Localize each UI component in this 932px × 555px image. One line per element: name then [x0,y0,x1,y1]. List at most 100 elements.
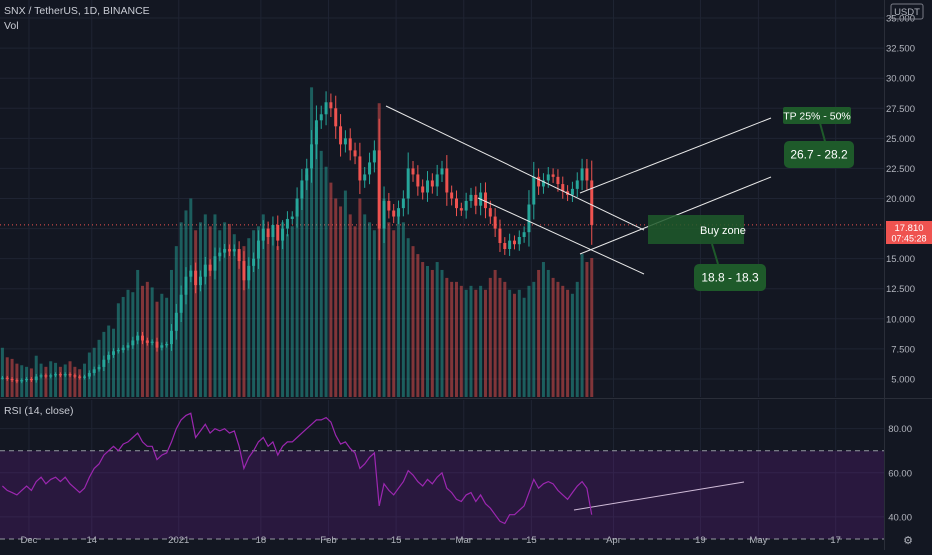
candle-body [377,150,381,229]
candle-body [290,216,294,219]
candle-body [266,228,270,237]
volume-bar [0,347,4,397]
candle-body [54,374,58,376]
volume-bar [319,150,323,397]
channel-upper-up [579,117,772,194]
currency-badge[interactable]: USDT [894,7,920,18]
candle-body [445,168,449,193]
volume-bar [430,269,434,397]
volume-bar [261,214,265,397]
volume-bar [203,214,207,397]
candle-body [570,188,574,195]
volume-bar [392,230,396,397]
volume-bar [454,281,458,397]
trend-lines: TP 25% - 50% 26.7 - 28.2 Buy zone 18.8 -… [385,105,854,511]
candle-body [314,120,318,145]
volume-bar [459,285,463,397]
volume-bar [83,363,87,397]
x-tick-label: Apr [606,535,621,546]
candle-body [73,375,77,377]
candle-body [58,374,62,376]
volume-bar [58,366,62,397]
volume-bar [575,281,579,397]
x-tick-label: 17 [830,535,841,546]
volume-bar [44,366,48,397]
volume-bar [474,289,478,397]
y-tick-label: 20.000 [886,194,915,205]
candle-body [189,270,193,277]
x-tick-label: 19 [695,535,706,546]
volume-bar [426,265,430,397]
candle-body [15,380,19,382]
y-tick-label: 30.000 [886,74,915,85]
y-tick-label: 25.000 [886,134,915,145]
rsi-legend[interactable]: RSI (14, close) [4,405,74,417]
candle-body [580,168,584,181]
volume-bar [29,368,33,397]
candle-body [421,186,425,193]
volume-bar [227,223,231,397]
candle-body [295,198,299,217]
volume-bar [445,277,449,397]
candle-body [397,208,401,217]
candle-body [39,375,43,377]
x-tick-label: Mar [456,535,472,546]
volume-legend[interactable]: Vol [4,20,19,32]
volume-bar [570,293,574,397]
candle-body [0,377,4,379]
candle-body [585,168,589,181]
candle-body [29,378,33,381]
volume-bar [256,226,260,397]
candle-body [348,138,352,151]
x-tick-label: 14 [86,535,97,546]
volume-bar [483,289,487,397]
candle-body [285,218,289,229]
buy-zone-text: Buy zone [700,225,746,237]
candle-body [232,249,236,252]
candle-body [517,236,521,245]
volume-bar [469,285,473,397]
candle-body [469,194,473,201]
target-range-box [784,141,854,168]
volume-bar [401,222,405,397]
volume-bar [290,226,294,397]
candles [0,91,594,384]
candle-body [426,180,430,193]
candle-body [116,350,120,352]
volume-bar [522,297,526,397]
last-price-value: 17.810 [894,223,923,234]
candle-body [416,174,420,187]
volume-bar [537,269,541,397]
volume-bar [358,198,362,397]
volume-bar [271,230,275,397]
candle-body [512,240,516,245]
volume-bar [329,182,333,397]
y-tick-label: 12.500 [886,284,915,295]
candle-body [49,375,53,377]
volume-bar [276,246,280,397]
candle-body [450,192,454,199]
y-tick-label: 32.500 [886,44,915,55]
candle-body [165,344,169,346]
symbol-title[interactable]: SNX / TetherUS, 1D, BINANCE [4,5,150,17]
candle-body [87,372,91,377]
candle-body [160,345,164,348]
x-tick-label: Feb [320,535,336,546]
candle-body [406,168,410,199]
volume-bar [416,254,420,397]
candle-body [353,150,357,157]
x-tick-label: 2021 [168,535,189,546]
volume-bar [353,226,357,397]
volume-bar [532,281,536,397]
volume-bar [585,262,589,397]
rsi-band-fill [0,450,884,539]
currency-badge-box [890,3,924,20]
volume-bar [295,206,299,397]
volume-bar [541,262,545,397]
channel-upper-down [385,105,645,231]
candle-body [305,168,309,181]
volume-bar [450,281,454,397]
volume-bar [440,269,444,397]
